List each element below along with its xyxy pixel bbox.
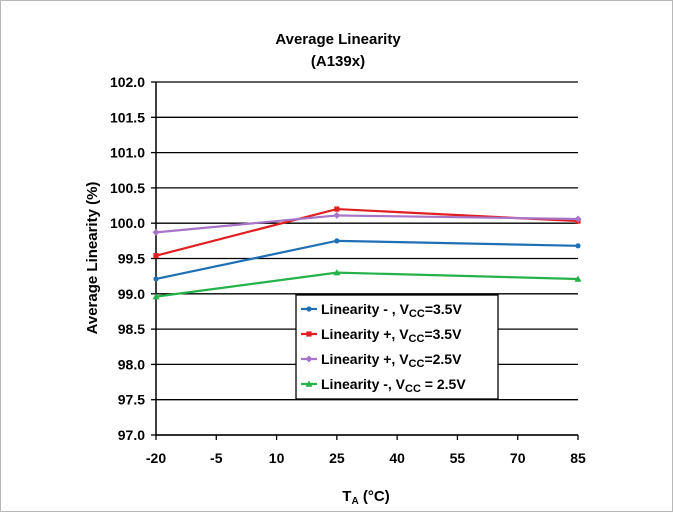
data-point	[153, 253, 159, 259]
legend-marker	[306, 331, 312, 337]
legend-marker	[305, 380, 313, 387]
legend-label-pre: Linearity +, V	[321, 326, 409, 342]
x-tick-label: 10	[269, 450, 285, 466]
y-tick-label: 98.0	[118, 356, 145, 372]
y-tick-label: 101.0	[110, 145, 145, 161]
legend-label-pre: Linearity -, V	[321, 376, 406, 392]
x-tick-label: 25	[329, 450, 345, 466]
y-tick-label: 99.0	[118, 286, 145, 302]
legend-label: Linearity -, VCC = 2.5V	[321, 376, 466, 395]
data-point	[575, 243, 581, 249]
legend-label-post: =3.5V	[424, 326, 462, 342]
legend-label: Linearity +, VCC=2.5V	[321, 351, 462, 370]
x-tick-label: -20	[146, 450, 166, 466]
data-point	[333, 211, 341, 219]
legend-box	[295, 294, 499, 400]
y-tick-label: 97.5	[118, 392, 145, 408]
x-tick-label: 55	[450, 450, 466, 466]
axes	[155, 82, 578, 436]
data-point	[574, 215, 582, 223]
data-point	[333, 269, 341, 276]
legend-item: Linearity - , VCC=3.5V	[301, 301, 462, 320]
series-line	[155, 271, 579, 298]
data-point	[574, 275, 582, 282]
legend-label-sub: CC	[405, 383, 421, 395]
series-2	[152, 211, 582, 236]
chart-subtitle: (A139x)	[311, 53, 365, 70]
x-axis-label-sub: A	[351, 496, 358, 507]
y-tick-label: 97.0	[118, 427, 145, 443]
y-tick-label: 100.0	[110, 215, 145, 231]
data-point	[334, 206, 340, 212]
x-tick-labels: -20 -5 10 25 40 55 70 85	[146, 435, 586, 466]
legend-item: Linearity +, VCC=3.5V	[301, 326, 462, 345]
chart-title: Average Linearity	[275, 31, 401, 48]
data-point	[334, 238, 340, 244]
legend-label-pre: Linearity +, V	[321, 351, 409, 367]
legend-label-post: =3.5V	[425, 301, 463, 317]
y-tick-label: 98.5	[118, 321, 145, 337]
x-axis-label: TA (°C)	[342, 488, 389, 507]
series-1	[153, 206, 581, 259]
data-point	[153, 276, 159, 282]
data-point	[152, 293, 160, 300]
legend-marker	[306, 306, 312, 312]
legend-label-sub: CC	[409, 333, 425, 345]
legend-label: Linearity - , VCC=3.5V	[321, 301, 462, 320]
x-axis-label-main: T	[342, 488, 351, 505]
legend-label-pre: Linearity - , V	[321, 301, 410, 317]
x-axis-label-rest: (°C)	[359, 488, 390, 505]
y-tick-labels: 97.0 97.5 98.0 98.5 99.0 99.5 100.0 100.5 101.0 1…	[110, 74, 145, 443]
series-3	[152, 269, 582, 300]
data-point	[152, 228, 160, 236]
legend-marker	[305, 355, 313, 363]
series-0	[153, 238, 581, 282]
x-tick-label: 85	[570, 450, 586, 466]
legend-label: Linearity +, VCC=3.5V	[321, 326, 462, 345]
legend-label-sub: CC	[409, 358, 425, 370]
legend-label-sub: CC	[409, 308, 425, 320]
y-tick-label: 101.5	[110, 109, 145, 125]
y-tick-label: 100.5	[110, 180, 145, 196]
series-line	[155, 214, 579, 234]
legend-item: Linearity +, VCC=2.5V	[301, 351, 462, 370]
legend-label-post: = 2.5V	[421, 376, 466, 392]
series-group	[152, 206, 582, 300]
y-tick-label: 102.0	[110, 74, 145, 90]
x-tick-label: 70	[510, 450, 526, 466]
x-tick-label: -5	[210, 450, 223, 466]
y-axis-label: Average Linearity (%)	[84, 182, 101, 335]
legend-item: Linearity -, VCC = 2.5V	[301, 376, 466, 395]
y-tick-label: 99.5	[118, 251, 145, 267]
x-tick-label: 40	[389, 450, 405, 466]
legend-label-post: =2.5V	[424, 351, 462, 367]
